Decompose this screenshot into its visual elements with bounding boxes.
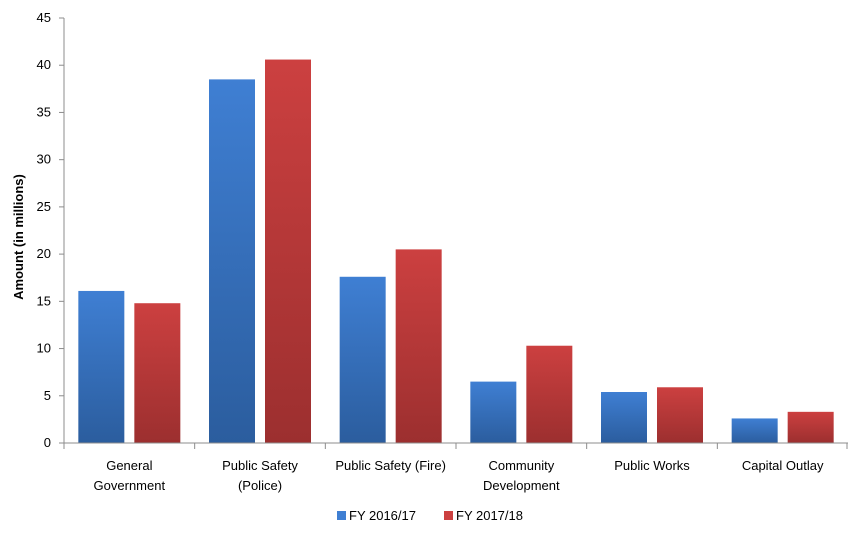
category-label: Capital Outlay: [742, 458, 824, 473]
bar-series-2-category-3: [395, 249, 442, 443]
legend-label: FY 2016/17: [349, 508, 416, 523]
y-tick-label: 25: [37, 199, 51, 214]
category-label: Community: [488, 458, 554, 473]
bar-series-1-category-6: [731, 418, 778, 443]
category-label: General: [106, 458, 152, 473]
category-label: Public Safety (Fire): [335, 458, 446, 473]
category-label: Public Works: [614, 458, 690, 473]
y-axis-title-group: Amount (in millions): [11, 174, 26, 300]
legend-swatch: [444, 511, 453, 520]
bar-series-1-category-4: [470, 381, 517, 443]
legend-label: FY 2017/18: [456, 508, 523, 523]
y-tick-label: 45: [37, 10, 51, 25]
category-label: Public Safety: [222, 458, 298, 473]
bar-series-2-category-4: [526, 345, 573, 443]
axes: [63, 18, 848, 449]
bar-series-1-category-3: [339, 276, 386, 443]
legend-swatch: [337, 511, 346, 520]
bar-series-2-category-6: [787, 411, 834, 443]
category-label: Development: [483, 478, 560, 493]
y-tick-label: 40: [37, 57, 51, 72]
bar-series-2-category-5: [657, 387, 703, 443]
legend: FY 2016/17 FY 2017/18: [337, 508, 523, 523]
y-tick-label: 35: [37, 104, 51, 119]
y-axis-ticks: 0 5 10 15 20 25 30 35 40 45: [37, 10, 64, 450]
y-axis-title: Amount (in millions): [11, 174, 26, 300]
bar-series-1-category-2: [209, 79, 255, 443]
bar-series-2-category-1: [134, 303, 181, 443]
category-label: (Police): [238, 478, 282, 493]
bar-series-1-category-1: [78, 290, 125, 443]
y-tick-label: 15: [37, 293, 51, 308]
category-labels: General Government Public Safety (Police) Pu…: [94, 458, 824, 493]
y-tick-label: 5: [44, 388, 51, 403]
bar-series-1-category-5: [601, 392, 647, 443]
y-tick-label: 30: [37, 152, 51, 167]
bar-series-2-category-2: [265, 59, 311, 444]
category-label: Government: [94, 478, 166, 493]
y-tick-label: 20: [37, 246, 51, 261]
bars: [78, 59, 834, 444]
y-tick-label: 0: [44, 435, 51, 450]
y-tick-label: 10: [37, 341, 51, 356]
